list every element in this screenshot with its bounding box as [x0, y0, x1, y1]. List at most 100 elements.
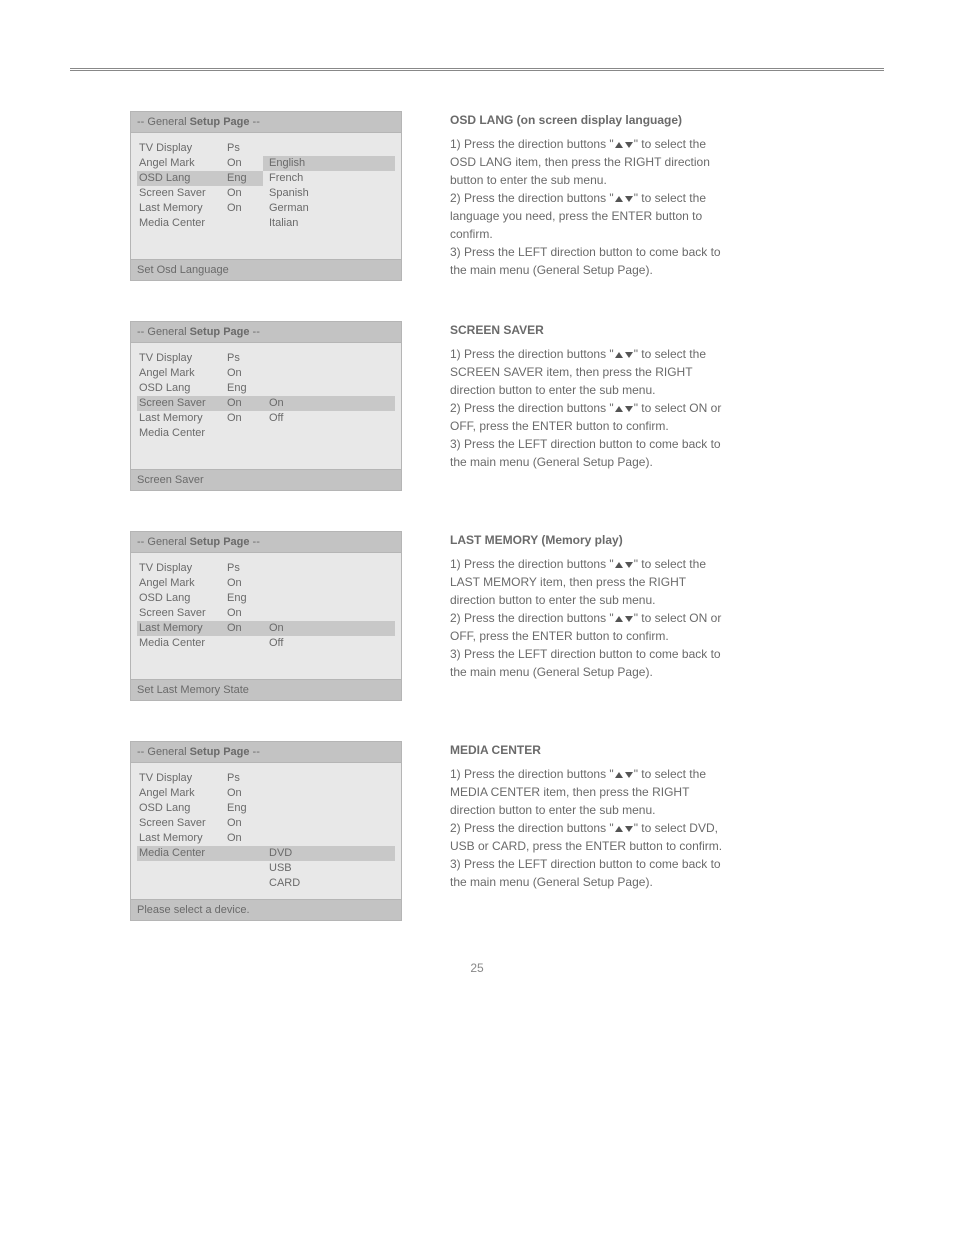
section-block: -- General Setup Page -- TV DisplayAngel …: [70, 321, 884, 491]
menu-option[interactable]: USB: [263, 861, 395, 876]
menu-item-value: On: [225, 576, 263, 591]
instruction-line: 3) Press the LEFT direction button to co…: [450, 435, 884, 453]
instruction-line: direction button to enter the sub menu.: [450, 591, 884, 609]
menu-item-label[interactable]: OSD Lang: [137, 591, 225, 606]
menu-item-label[interactable]: Screen Saver: [137, 606, 225, 621]
menu-item-label[interactable]: Screen Saver: [137, 396, 225, 411]
menu-title: -- General Setup Page --: [131, 322, 401, 343]
menu-item-label[interactable]: Angel Mark: [137, 366, 225, 381]
menu-column: -- General Setup Page -- TV DisplayAngel …: [70, 321, 410, 491]
menu-item-label[interactable]: Last Memory: [137, 411, 225, 426]
menu-title-bold: Setup Page: [190, 746, 250, 758]
menu-title-bold: Setup Page: [190, 326, 250, 338]
menu-title-suffix: --: [249, 536, 259, 548]
instruction-line: 2) Press the direction buttons "" to sel…: [450, 189, 884, 207]
menu-item-value: Ps: [225, 771, 263, 786]
menu-item-value: On: [225, 606, 263, 621]
instruction-line: confirm.: [450, 225, 884, 243]
menu-body: TV DisplayAngel MarkOSD LangScreen Saver…: [131, 763, 401, 899]
instruction-line: SCREEN SAVER item, then press the RIGHT: [450, 363, 884, 381]
menu-option[interactable]: French: [263, 171, 395, 186]
menu-item-label[interactable]: Media Center: [137, 846, 225, 861]
menu-title-suffix: --: [249, 746, 259, 758]
menu-item-value: Eng: [225, 171, 263, 186]
arrow-up-icon: [615, 826, 623, 832]
menu-item-label[interactable]: Screen Saver: [137, 186, 225, 201]
menu-option[interactable]: Off: [263, 636, 395, 651]
menu-option-spacer: [263, 786, 395, 801]
menu-option-spacer: [263, 561, 395, 576]
menu-item-label[interactable]: Last Memory: [137, 201, 225, 216]
arrow-up-icon: [615, 616, 623, 622]
menu-option-spacer: [263, 141, 395, 156]
instruction-line: direction button to enter the sub menu.: [450, 381, 884, 399]
menu-title: -- General Setup Page --: [131, 112, 401, 133]
menu-item-label[interactable]: TV Display: [137, 771, 225, 786]
menu-option-spacer: [263, 576, 395, 591]
arrow-up-icon: [615, 352, 623, 358]
menu-column: -- General Setup Page -- TV DisplayAngel …: [70, 111, 410, 281]
menu-item-label[interactable]: Media Center: [137, 216, 225, 231]
menu-option[interactable]: CARD: [263, 876, 395, 891]
menu-option[interactable]: On: [263, 396, 395, 411]
setup-menu: -- General Setup Page -- TV DisplayAngel …: [130, 111, 402, 281]
menu-title-bold: Setup Page: [190, 116, 250, 128]
menu-item-label[interactable]: Angel Mark: [137, 156, 225, 171]
arrow-down-icon: [625, 562, 633, 568]
instruction-line: OFF, press the ENTER button to confirm.: [450, 627, 884, 645]
menu-item-label[interactable]: Last Memory: [137, 831, 225, 846]
menu-title-prefix: -- General: [137, 326, 190, 338]
menu-item-label[interactable]: TV Display: [137, 141, 225, 156]
menu-item-label[interactable]: Angel Mark: [137, 786, 225, 801]
section-block: -- General Setup Page -- TV DisplayAngel …: [70, 741, 884, 921]
instruction-line: 2) Press the direction buttons "" to sel…: [450, 399, 884, 417]
arrow-up-icon: [615, 406, 623, 412]
instruction-heading: OSD LANG (on screen display language): [450, 111, 884, 129]
menu-option-spacer: [263, 591, 395, 606]
menu-item-label[interactable]: TV Display: [137, 561, 225, 576]
menu-option[interactable]: Italian: [263, 216, 395, 231]
menu-item-value: On: [225, 831, 263, 846]
instructions: LAST MEMORY (Memory play)1) Press the di…: [450, 531, 884, 681]
instruction-line: language you need, press the ENTER butto…: [450, 207, 884, 225]
menu-item-label[interactable]: OSD Lang: [137, 801, 225, 816]
menu-item-value: Eng: [225, 381, 263, 396]
menu-item-label[interactable]: Angel Mark: [137, 576, 225, 591]
instruction-heading: LAST MEMORY (Memory play): [450, 531, 884, 549]
setup-menu: -- General Setup Page --TV DisplayAngel …: [130, 531, 402, 701]
setup-menu: -- General Setup Page -- TV DisplayAngel …: [130, 741, 402, 921]
menu-item-value: [225, 216, 263, 231]
menu-item-label[interactable]: Screen Saver: [137, 816, 225, 831]
instruction-line: LAST MEMORY item, then press the RIGHT: [450, 573, 884, 591]
instruction-line: OSD LANG item, then press the RIGHT dire…: [450, 153, 884, 171]
menu-title-prefix: -- General: [137, 746, 190, 758]
menu-option[interactable]: English: [263, 156, 395, 171]
menu-item-label[interactable]: Last Memory: [137, 621, 225, 636]
instruction-column: OSD LANG (on screen display language)1) …: [410, 111, 884, 279]
menu-option[interactable]: Off: [263, 411, 395, 426]
menu-item-label[interactable]: OSD Lang: [137, 171, 225, 186]
menu-column: -- General Setup Page -- TV DisplayAngel …: [70, 741, 410, 921]
menu-item-label[interactable]: OSD Lang: [137, 381, 225, 396]
menu-title-prefix: -- General: [137, 116, 190, 128]
menu-option-spacer: [263, 816, 395, 831]
menu-item-label[interactable]: Media Center: [137, 426, 225, 441]
instruction-line: 2) Press the direction buttons "" to sel…: [450, 609, 884, 627]
setup-menu: -- General Setup Page -- TV DisplayAngel …: [130, 321, 402, 491]
menu-item-label[interactable]: TV Display: [137, 351, 225, 366]
instruction-heading: MEDIA CENTER: [450, 741, 884, 759]
arrow-up-icon: [615, 142, 623, 148]
menu-option[interactable]: DVD: [263, 846, 395, 861]
arrow-up-icon: [615, 562, 623, 568]
instruction-line: direction button to enter the sub menu.: [450, 801, 884, 819]
menu-item-value: Ps: [225, 561, 263, 576]
arrow-down-icon: [625, 772, 633, 778]
instructions: OSD LANG (on screen display language)1) …: [450, 111, 884, 279]
menu-title-suffix: --: [249, 326, 259, 338]
menu-option[interactable]: Spanish: [263, 186, 395, 201]
menu-option[interactable]: On: [263, 621, 395, 636]
menu-option-spacer: [263, 381, 395, 396]
menu-option-spacer: [263, 771, 395, 786]
menu-option[interactable]: German: [263, 201, 395, 216]
menu-item-label[interactable]: Media Center: [137, 636, 225, 651]
